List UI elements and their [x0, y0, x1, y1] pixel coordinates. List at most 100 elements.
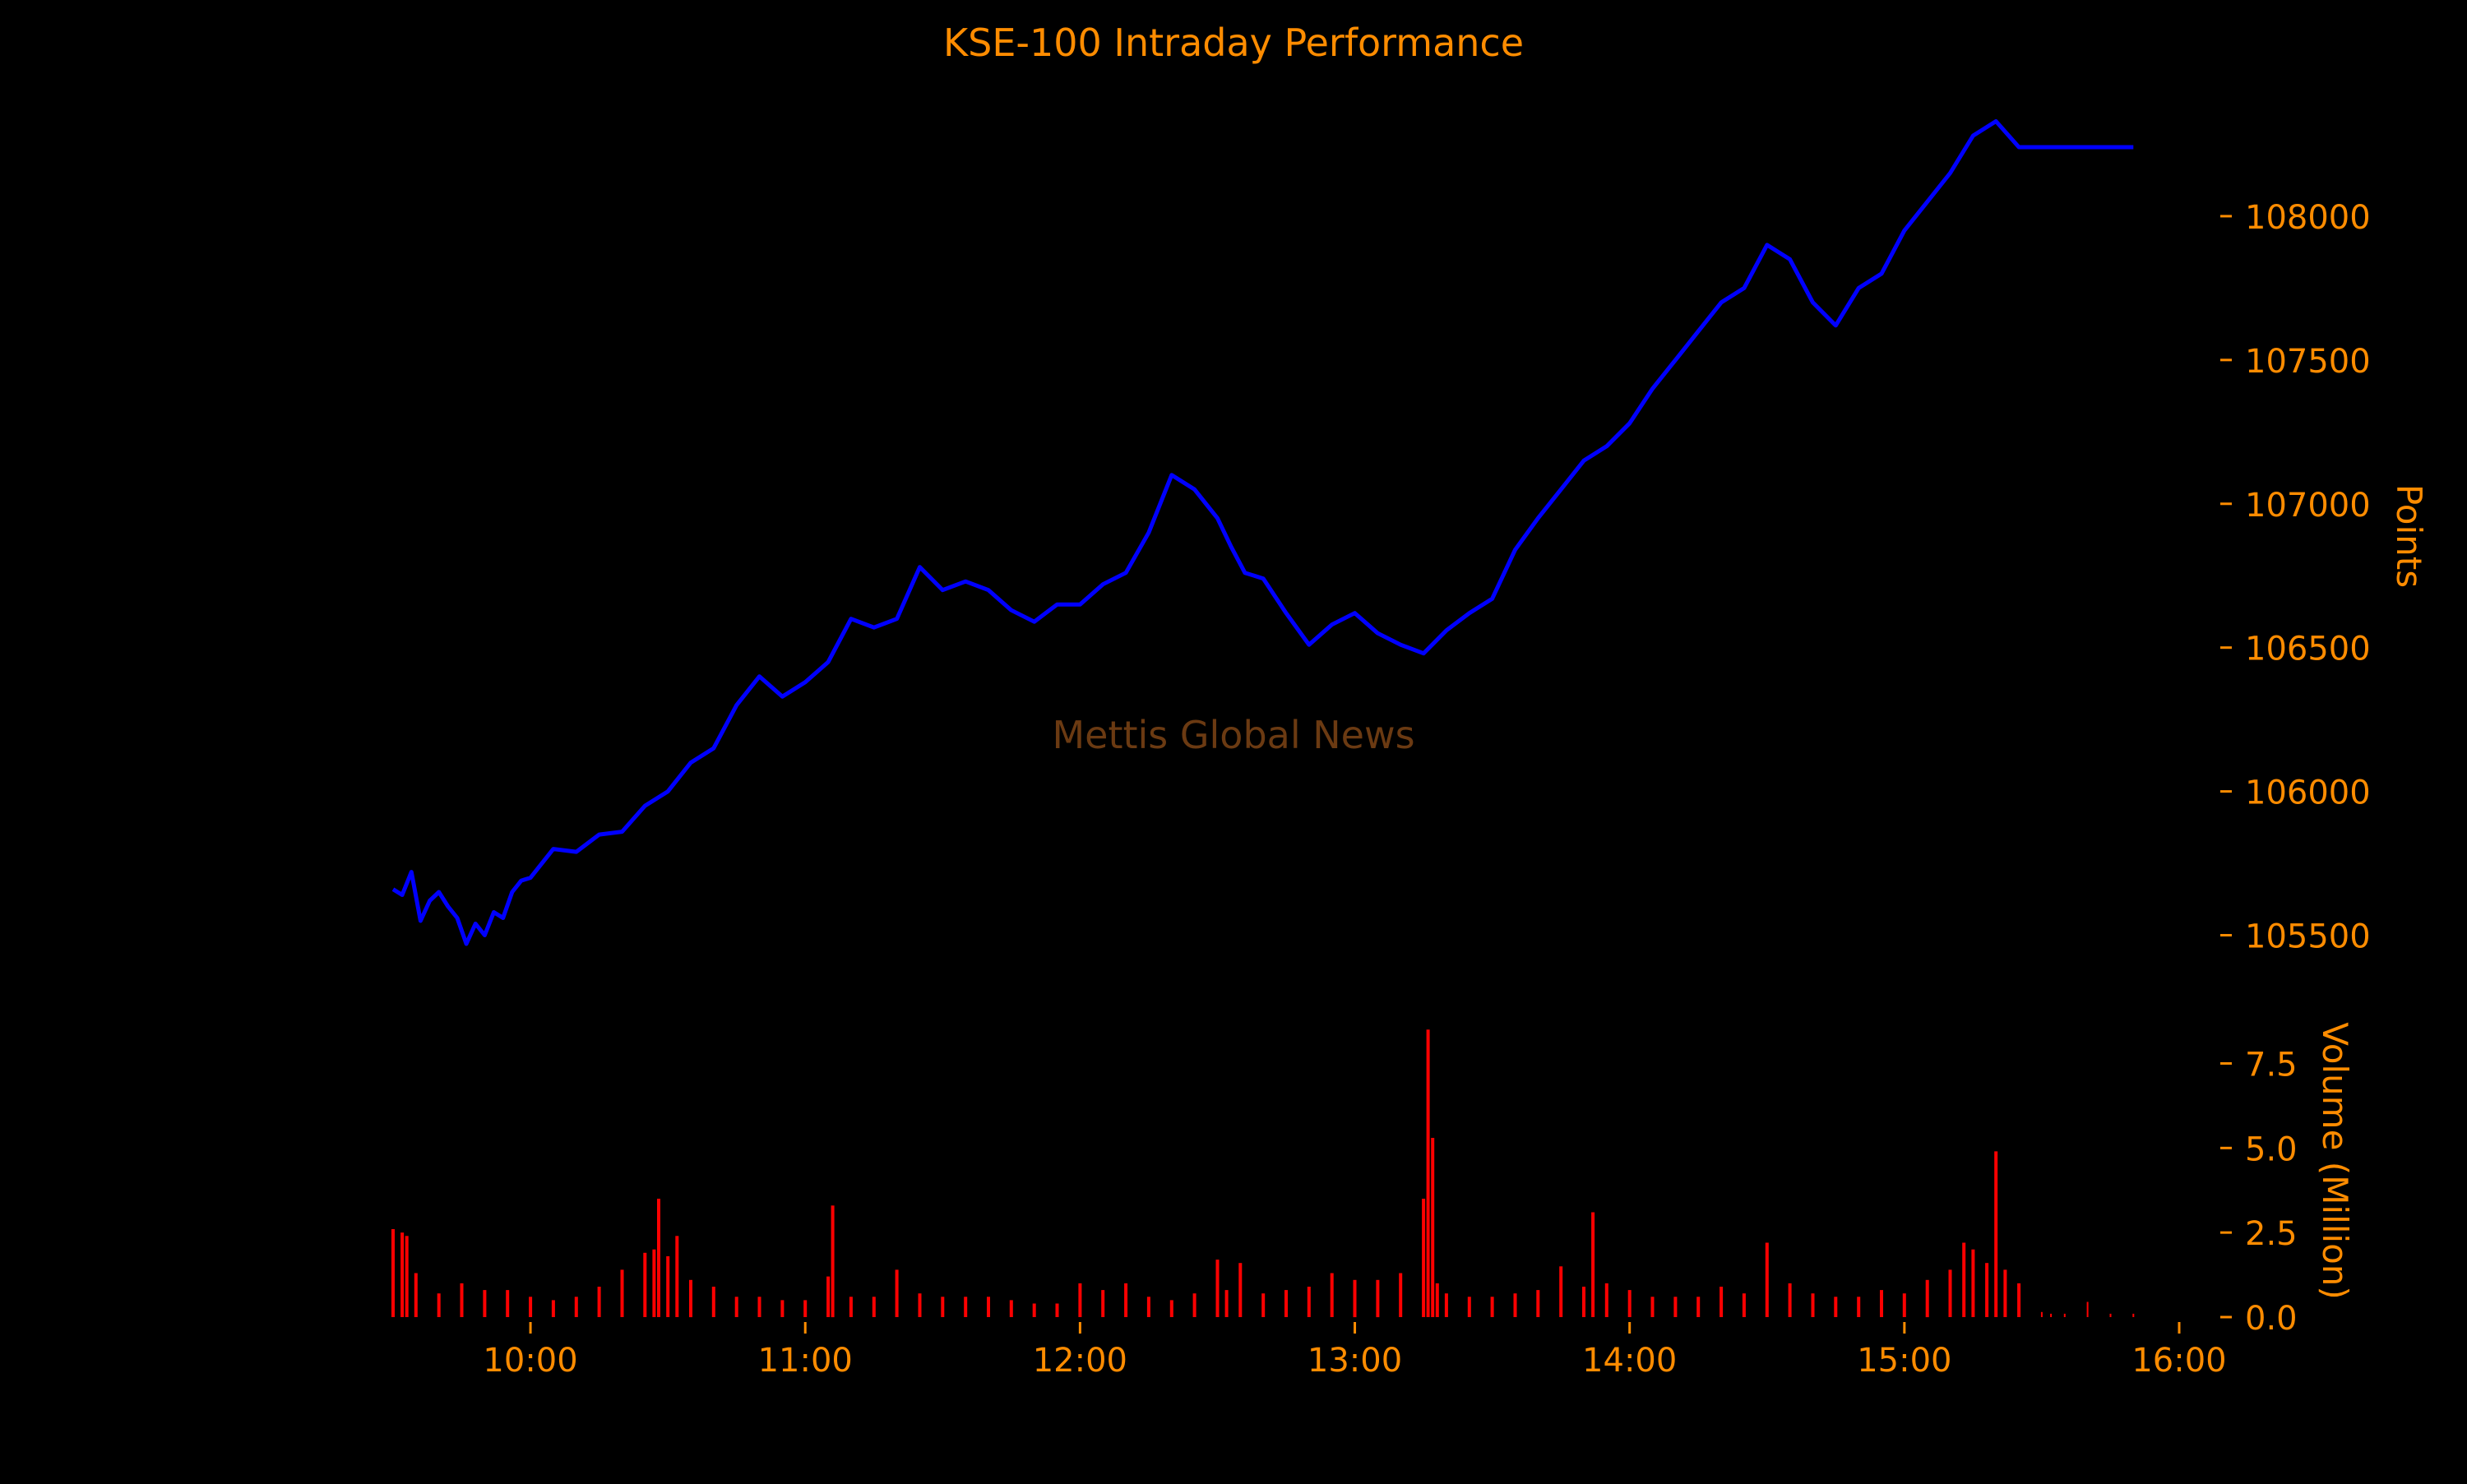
- volume-bar: [1124, 1283, 1128, 1317]
- volume-bar: [2086, 1301, 2089, 1317]
- volume-bar: [1650, 1297, 1655, 1317]
- volume-bar: [1055, 1303, 1059, 1317]
- volume-bar: [1559, 1266, 1563, 1317]
- volume-bar: [849, 1297, 853, 1317]
- volume-bar: [1192, 1293, 1196, 1317]
- volume-bar: [620, 1269, 624, 1317]
- chart-title: KSE-100 Intraday Performance: [943, 21, 1524, 65]
- volume-bar: [437, 1293, 441, 1317]
- volume-chart: 0.0 2.5 5.0 7.5 10:00 11:00 12:00 13:00 14:00 15:…: [391, 1029, 2298, 1380]
- volume-bar: [1985, 1263, 1989, 1317]
- volume-bar: [1696, 1297, 1701, 1317]
- volume-bar: [780, 1300, 785, 1317]
- x-tick-label: 14:00: [1582, 1342, 1677, 1380]
- volume-bar: [734, 1297, 738, 1317]
- volume-bar: [1467, 1297, 1471, 1317]
- price-y-tick-label: 106000: [2245, 774, 2371, 812]
- volume-bar: [2109, 1313, 2112, 1317]
- volume-bar: [2063, 1313, 2066, 1317]
- volume-bar: [1431, 1138, 1435, 1317]
- x-tick-label: 11:00: [758, 1342, 853, 1380]
- x-tick-label: 16:00: [2131, 1342, 2226, 1380]
- volume-bar: [872, 1297, 876, 1317]
- volume-bar: [666, 1256, 670, 1317]
- volume-bar: [1880, 1290, 1883, 1317]
- volume-bar: [1857, 1297, 1861, 1317]
- volume-bar: [1376, 1279, 1380, 1318]
- x-tick-label: 13:00: [1308, 1342, 1402, 1380]
- volume-bar: [1426, 1029, 1430, 1317]
- volume-bar: [1971, 1249, 1975, 1317]
- volume-bar: [1224, 1290, 1229, 1317]
- volume-bar: [1444, 1293, 1448, 1317]
- volume-bar: [1948, 1269, 1952, 1317]
- price-line: [391, 119, 2134, 946]
- volume-bar: [460, 1283, 464, 1317]
- volume-bar: [1435, 1283, 1439, 1317]
- volume-bar: [506, 1290, 510, 1317]
- volume-bar: [1215, 1260, 1220, 1317]
- volume-bar: [643, 1252, 647, 1317]
- volume-bar: [597, 1287, 601, 1317]
- volume-bar: [1307, 1287, 1311, 1317]
- volume-bar: [483, 1290, 487, 1317]
- volume-bar: [1009, 1300, 1013, 1317]
- volume-bar: [964, 1297, 968, 1317]
- volume-bar: [1169, 1300, 1173, 1317]
- volume-bar: [826, 1276, 831, 1317]
- volume-bar: [414, 1273, 418, 1317]
- volume-bar: [1353, 1279, 1357, 1318]
- volume-bar: [1032, 1303, 1036, 1317]
- volume-bar: [657, 1199, 660, 1317]
- volume-bar: [2003, 1269, 2007, 1317]
- volume-bar: [1811, 1293, 1815, 1317]
- volume-bar: [689, 1279, 692, 1318]
- volume-bar: [1591, 1212, 1595, 1317]
- volume-y-axis-label: Volume (Million): [2315, 1022, 2355, 1300]
- volume-bar: [2050, 1313, 2053, 1317]
- volume-bar: [1834, 1297, 1838, 1317]
- volume-bar: [1719, 1287, 1724, 1317]
- volume-bar: [1399, 1273, 1403, 1317]
- volume-y-tick-label: 7.5: [2245, 1046, 2298, 1084]
- volume-bar: [918, 1293, 922, 1317]
- volume-bar: [1902, 1293, 1906, 1317]
- volume-bar: [1994, 1151, 1998, 1317]
- price-chart: 105500 106000 106500 107000 107500 108000: [391, 119, 2371, 956]
- volume-bar: [1742, 1293, 1746, 1317]
- volume-bar: [1604, 1283, 1608, 1317]
- volume-bar: [1788, 1283, 1792, 1317]
- x-tick-label: 12:00: [1033, 1342, 1127, 1380]
- volume-bar: [652, 1249, 656, 1317]
- x-tick-label: 15:00: [1857, 1342, 1951, 1380]
- volume-bar: [1422, 1199, 1426, 1317]
- volume-bar: [1513, 1293, 1517, 1317]
- volume-bar: [711, 1287, 715, 1317]
- volume-bar: [675, 1236, 679, 1317]
- volume-bar: [529, 1297, 533, 1317]
- price-y-tick-label: 107500: [2245, 343, 2371, 381]
- volume-bar: [1673, 1297, 1678, 1317]
- volume-y-tick-label: 2.5: [2245, 1215, 2298, 1253]
- volume-bar: [1261, 1293, 1266, 1317]
- watermark: Mettis Global News: [1052, 713, 1414, 757]
- volume-bar: [895, 1269, 899, 1317]
- volume-bar: [391, 1229, 395, 1317]
- volume-bar: [831, 1205, 835, 1318]
- volume-bar: [1101, 1290, 1105, 1317]
- price-y-tick-label: 108000: [2245, 199, 2371, 237]
- volume-bar: [757, 1297, 761, 1317]
- volume-bar: [551, 1300, 555, 1317]
- volume-bar: [1925, 1279, 1929, 1318]
- volume-bar: [400, 1232, 405, 1317]
- volume-bar: [2040, 1311, 2043, 1317]
- volume-y-tick-label: 0.0: [2245, 1300, 2298, 1338]
- price-y-tick-label: 106500: [2245, 631, 2371, 668]
- price-y-tick-label: 105500: [2245, 918, 2371, 956]
- volume-bar: [1627, 1290, 1632, 1317]
- volume-bar: [1284, 1290, 1288, 1317]
- volume-bar: [987, 1297, 990, 1317]
- volume-bar: [1146, 1297, 1150, 1317]
